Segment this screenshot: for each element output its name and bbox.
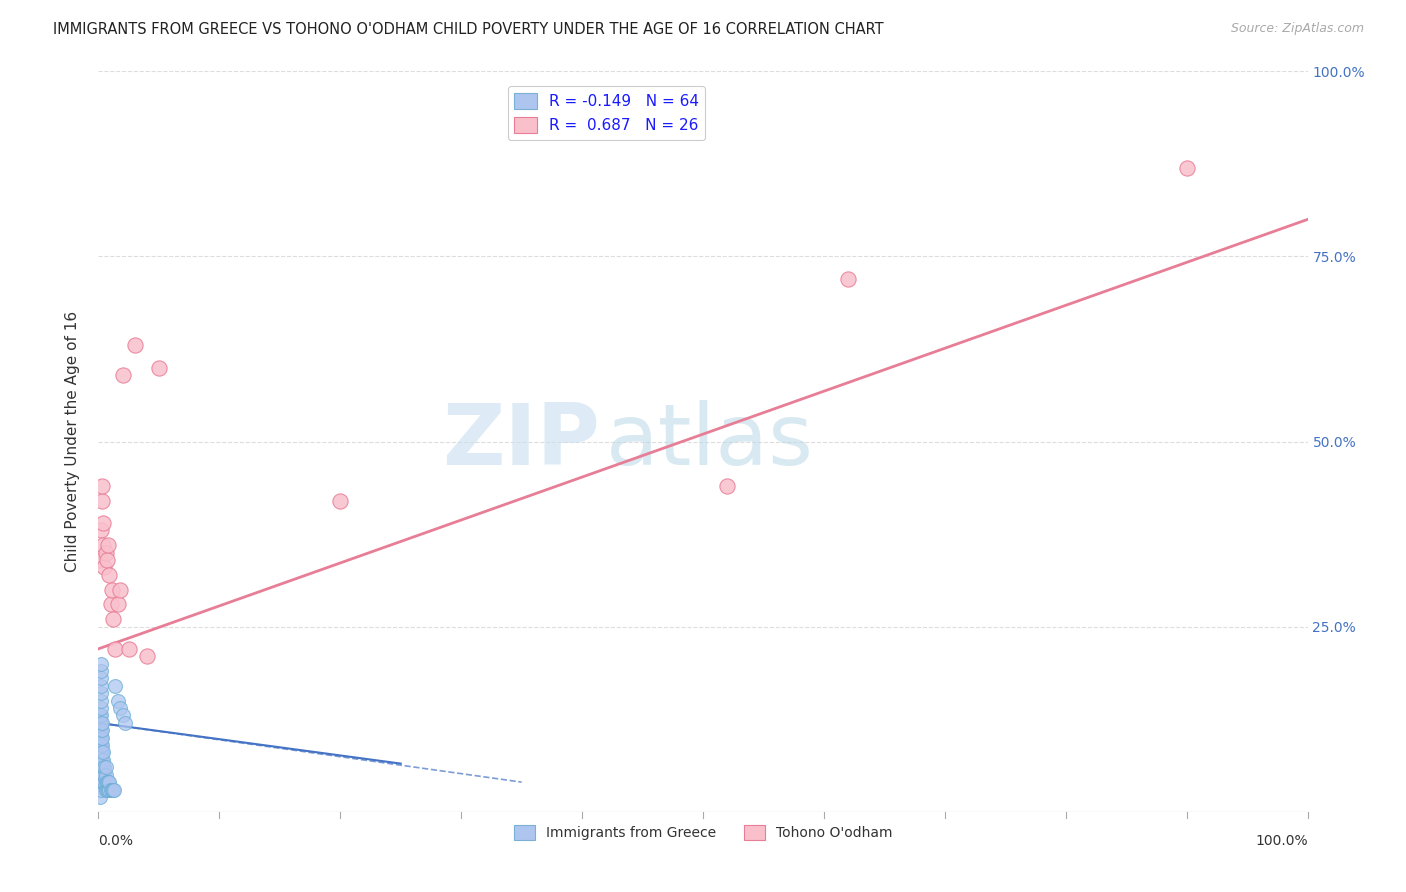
- Point: [100, 598, 122, 612]
- Point: [89, 723, 111, 738]
- Point: [90, 694, 112, 708]
- Point: [91, 746, 114, 760]
- Point: [90, 708, 112, 723]
- Point: [90, 672, 112, 686]
- Point: [91, 760, 114, 774]
- Point: [103, 782, 125, 797]
- Point: [91, 516, 114, 530]
- Point: [91, 738, 114, 752]
- Point: [90, 715, 112, 730]
- Point: [90, 657, 112, 671]
- Text: ZIP: ZIP: [443, 400, 600, 483]
- Point: [91, 479, 114, 493]
- Point: [90, 723, 112, 738]
- Point: [91, 753, 114, 767]
- Point: [91, 538, 114, 552]
- Point: [93, 775, 115, 789]
- Point: [94, 760, 117, 774]
- Point: [100, 782, 122, 797]
- Point: [107, 598, 129, 612]
- Point: [114, 715, 136, 730]
- Point: [90, 664, 112, 678]
- Point: [118, 641, 141, 656]
- Point: [148, 360, 170, 375]
- Point: [90, 738, 112, 752]
- Point: [90, 775, 112, 789]
- Point: [97, 538, 120, 552]
- Y-axis label: Child Poverty Under the Age of 16: Child Poverty Under the Age of 16: [65, 311, 80, 572]
- Point: [91, 775, 114, 789]
- Point: [89, 753, 111, 767]
- Point: [90, 760, 112, 774]
- Point: [329, 493, 352, 508]
- Point: [101, 612, 124, 626]
- Point: [89, 731, 111, 745]
- Point: [90, 701, 112, 715]
- Point: [89, 760, 111, 774]
- Point: [107, 694, 129, 708]
- Point: [101, 782, 124, 797]
- Text: 100.0%: 100.0%: [1256, 834, 1308, 848]
- Point: [837, 271, 859, 285]
- Point: [91, 723, 114, 738]
- Point: [89, 746, 111, 760]
- Point: [91, 775, 114, 789]
- Point: [96, 553, 118, 567]
- Point: [94, 775, 117, 789]
- Point: [89, 708, 111, 723]
- Text: 0.0%: 0.0%: [98, 834, 134, 848]
- Point: [96, 782, 118, 797]
- Text: IMMIGRANTS FROM GREECE VS TOHONO O'ODHAM CHILD POVERTY UNDER THE AGE OF 16 CORRE: IMMIGRANTS FROM GREECE VS TOHONO O'ODHAM…: [53, 22, 884, 37]
- Point: [91, 746, 114, 760]
- Point: [90, 746, 112, 760]
- Point: [90, 679, 112, 693]
- Text: atlas: atlas: [606, 400, 814, 483]
- Point: [111, 368, 134, 382]
- Point: [90, 782, 112, 797]
- Point: [89, 767, 111, 781]
- Point: [94, 782, 117, 797]
- Point: [98, 775, 121, 789]
- Point: [716, 479, 738, 493]
- Point: [89, 738, 111, 752]
- Point: [96, 775, 118, 789]
- Point: [91, 753, 114, 767]
- Point: [97, 782, 120, 797]
- Point: [93, 760, 115, 774]
- Point: [111, 708, 134, 723]
- Text: Source: ZipAtlas.com: Source: ZipAtlas.com: [1230, 22, 1364, 36]
- Point: [90, 753, 112, 767]
- Point: [91, 760, 114, 774]
- Point: [90, 524, 112, 538]
- Point: [90, 767, 112, 781]
- Point: [100, 582, 122, 597]
- Point: [98, 567, 121, 582]
- Point: [104, 641, 127, 656]
- Point: [89, 789, 111, 804]
- Point: [97, 775, 120, 789]
- Point: [1175, 161, 1198, 175]
- Point: [93, 560, 115, 574]
- Point: [104, 679, 127, 693]
- Point: [90, 686, 112, 700]
- Point: [108, 582, 131, 597]
- Point: [91, 493, 114, 508]
- Point: [94, 546, 117, 560]
- Point: [91, 715, 114, 730]
- Point: [93, 767, 115, 781]
- Point: [98, 782, 121, 797]
- Point: [135, 649, 157, 664]
- Legend: Immigrants from Greece, Tohono O'odham: Immigrants from Greece, Tohono O'odham: [509, 819, 897, 846]
- Point: [90, 731, 112, 745]
- Point: [108, 701, 131, 715]
- Point: [91, 767, 114, 781]
- Point: [100, 782, 122, 797]
- Point: [91, 731, 114, 745]
- Point: [124, 338, 146, 352]
- Point: [94, 767, 117, 781]
- Point: [89, 715, 111, 730]
- Point: [91, 767, 114, 781]
- Point: [89, 553, 111, 567]
